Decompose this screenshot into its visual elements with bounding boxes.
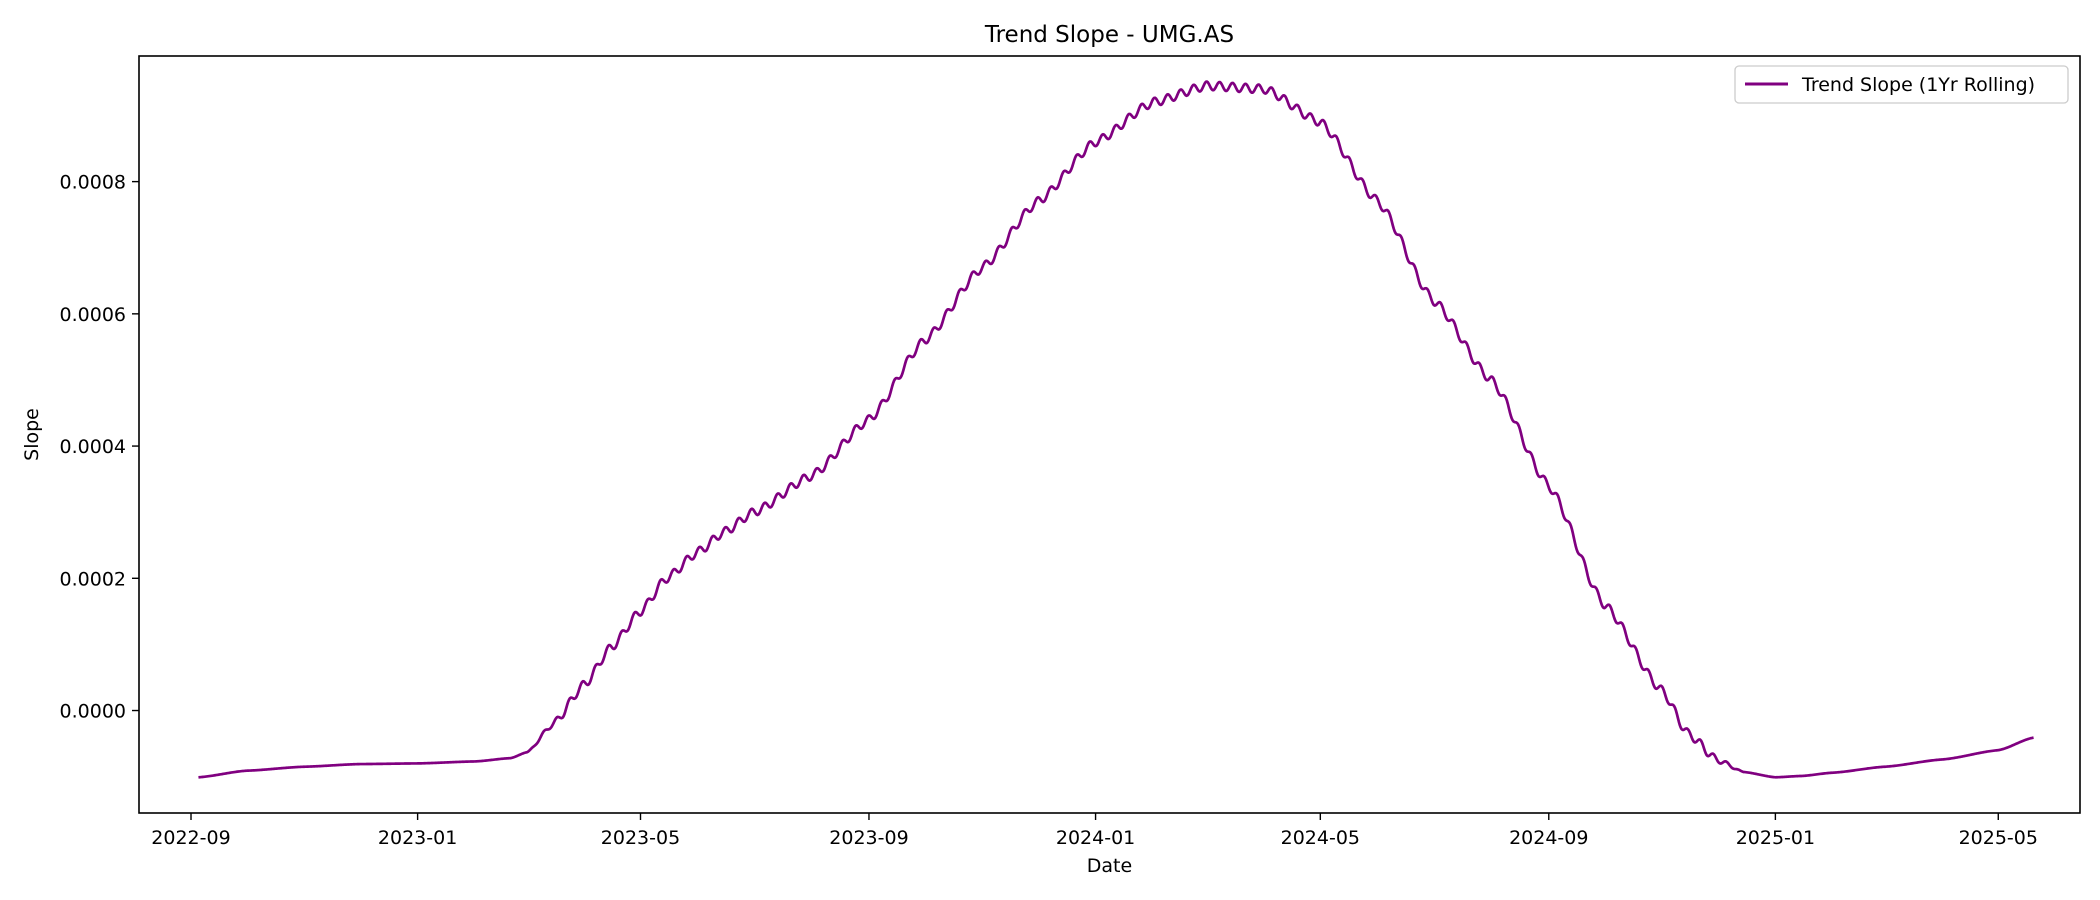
y-tick-label: 0.0002 — [60, 568, 126, 590]
chart-title: Trend Slope - UMG.AS — [984, 22, 1234, 48]
x-tick-label: 2023-01 — [378, 827, 457, 849]
y-tick-label: 0.0006 — [60, 304, 126, 326]
x-tick-label: 2024-09 — [1509, 827, 1588, 849]
plot-frame — [138, 55, 2081, 814]
x-axis-ticks: 2022-09 2023-01 2023-05 2023-09 2024-01 2024-… — [151, 813, 2038, 849]
x-tick-label: 2023-05 — [601, 827, 680, 849]
series-line-trend-slope — [198, 80, 2034, 779]
x-tick-label: 2025-05 — [1959, 827, 2038, 849]
y-tick-label: 0.0008 — [60, 172, 126, 194]
y-tick-label: 0.0004 — [60, 436, 126, 458]
x-axis-title: Date — [1087, 855, 1132, 877]
legend-box — [1734, 65, 2069, 104]
x-tick-label: 2024-05 — [1281, 827, 1360, 849]
legend: Trend Slope (1Yr Rolling) — [1734, 65, 2069, 104]
y-axis-title: Slope — [21, 408, 43, 461]
legend-label: Trend Slope (1Yr Rolling) — [1801, 74, 2035, 96]
x-tick-label: 2024-01 — [1056, 827, 1135, 849]
x-tick-label: 2022-09 — [151, 827, 230, 849]
x-tick-label: 2025-01 — [1736, 827, 1815, 849]
y-tick-label: 0.0000 — [60, 701, 126, 723]
y-axis-ticks: 0.0000 0.0002 0.0004 0.0006 0.0008 — [60, 172, 139, 723]
series-layer — [198, 80, 2034, 779]
x-tick-label: 2023-09 — [829, 827, 908, 849]
